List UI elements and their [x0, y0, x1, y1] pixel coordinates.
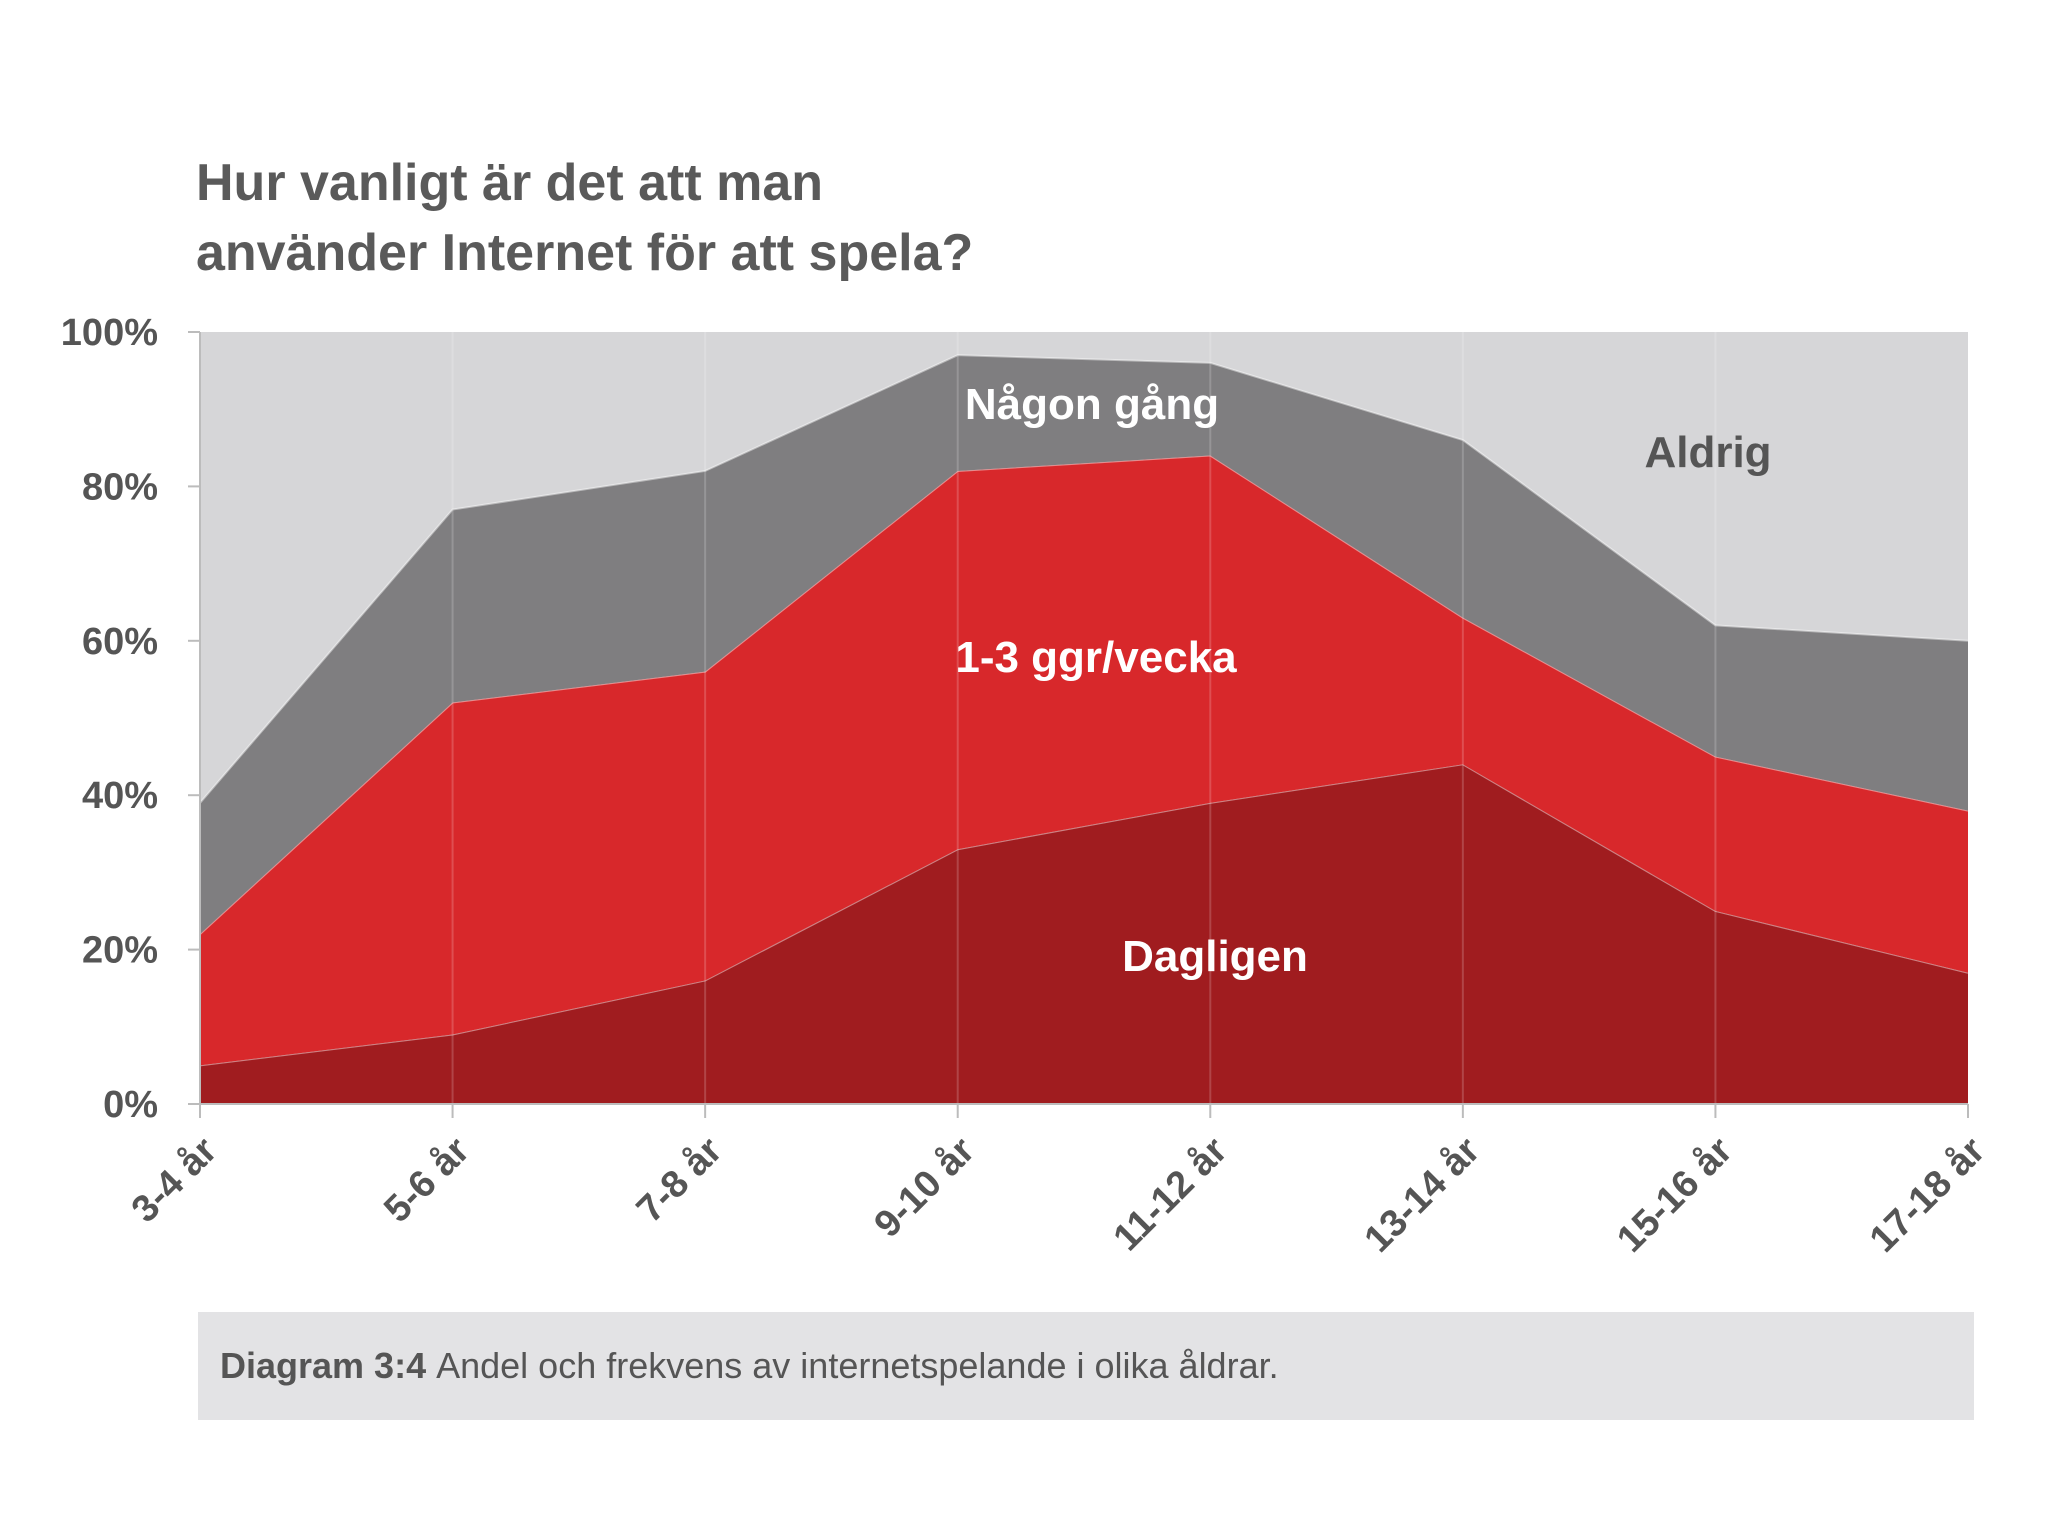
series-label-layer: Aldrig Någon gång 1-3 ggr/vecka Dagligen: [955, 380, 1771, 981]
x-tick-label: 11-12 år: [1106, 1129, 1236, 1259]
series-label-aldrig: Aldrig: [1644, 428, 1771, 477]
x-tick-label: 7-8 år: [629, 1129, 731, 1231]
stacked-area-chart: 0% 20% 40% 60% 80% 100% 3-4 år 5-6 år 7-8 år 9-10…: [61, 312, 1994, 1261]
y-tick-label: 20%: [82, 930, 158, 972]
area-1-3-ggr-vecka: [200, 455, 1968, 1066]
x-tick-label: 13-14 år: [1357, 1129, 1488, 1260]
y-tick-label: 60%: [82, 621, 158, 663]
chart-title-line-1: Hur vanligt är det att man: [196, 154, 823, 212]
y-tick-label: 100%: [61, 312, 158, 354]
area-layer: [199, 354, 1969, 1104]
boundary-nagon-gang: [199, 354, 1969, 804]
area-dagligen: [200, 764, 1968, 1104]
x-tick-label: 3-4 år: [124, 1129, 226, 1231]
x-tick-label: 15-16 år: [1609, 1129, 1740, 1260]
series-label-dagligen: Dagligen: [1122, 932, 1308, 981]
chart-title-line-2: använder Internet för att spela?: [196, 224, 974, 282]
caption-label: Diagram 3:4: [220, 1345, 427, 1386]
area-nagon-gang: [200, 355, 1968, 935]
y-tick-label: 0%: [103, 1084, 158, 1126]
x-tick-label: 9-10 år: [867, 1129, 983, 1245]
series-label-veckovis: 1-3 ggr/vecka: [955, 633, 1237, 682]
caption-box: Diagram 3:4 Andel och frekvens av intern…: [198, 1312, 1974, 1420]
series-label-nagon-gang: Någon gång: [965, 380, 1219, 429]
y-tick-label: 80%: [82, 466, 158, 508]
x-tick-label: 5-6 år: [376, 1129, 478, 1231]
y-tick-label: 40%: [82, 775, 158, 817]
caption-text: Andel och frekvens av internetspelande i…: [436, 1345, 1279, 1386]
grid-layer: [451, 332, 1717, 1104]
chart-title: Hur vanligt är det att man använder Inte…: [196, 148, 1396, 288]
x-tick-label: 17-18 år: [1862, 1129, 1993, 1260]
